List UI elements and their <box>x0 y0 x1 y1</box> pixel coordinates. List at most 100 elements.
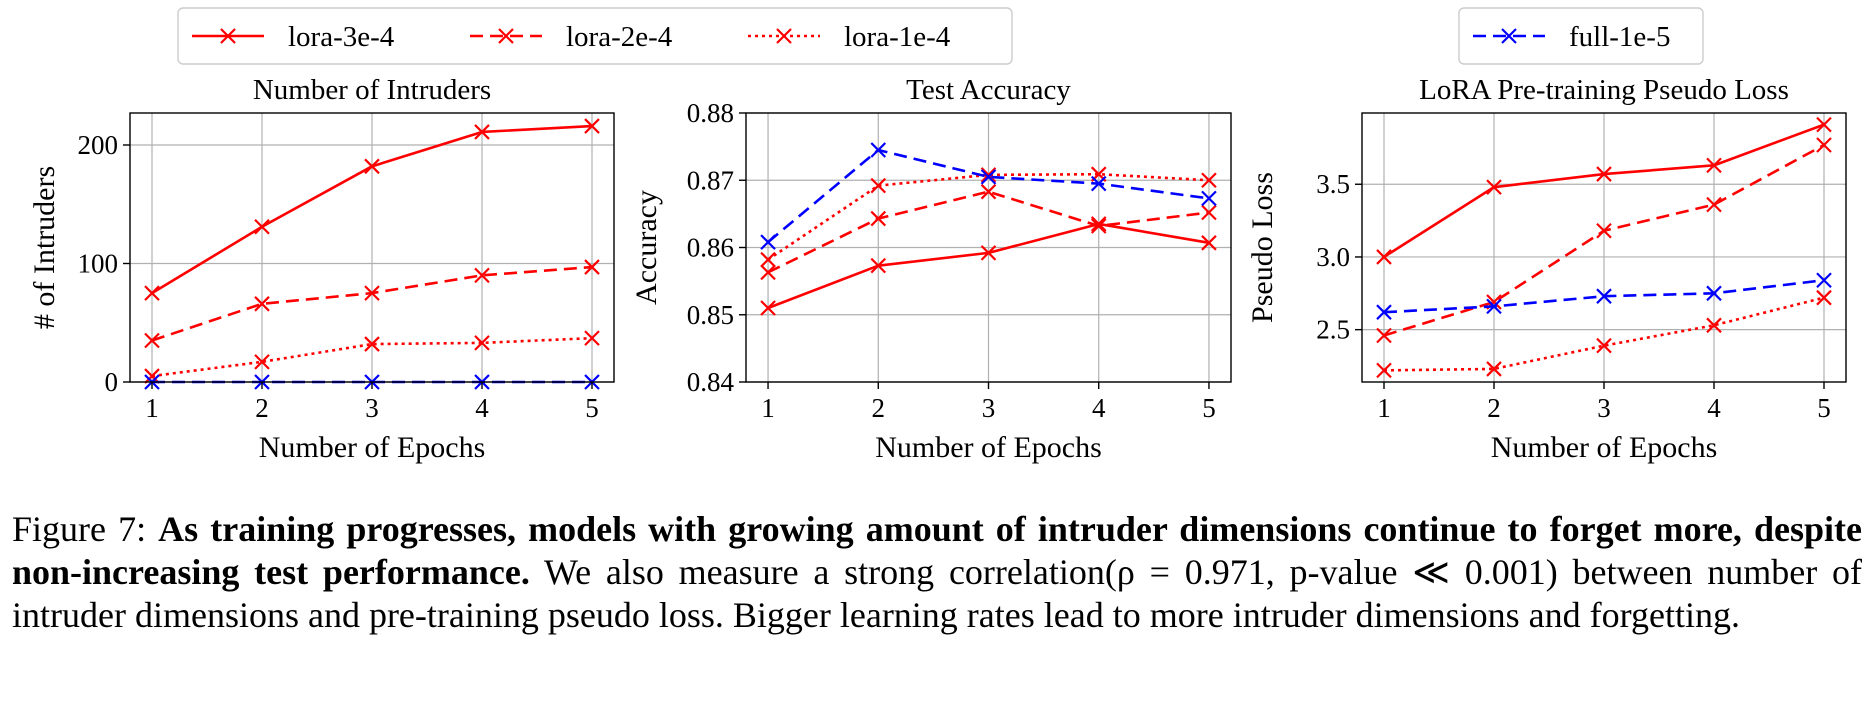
data-point-lora-3e-4 <box>1816 116 1832 133</box>
data-point-lora-2e-4 <box>144 332 160 349</box>
chart-title: Number of Intruders <box>253 74 491 106</box>
data-point-lora-2e-4 <box>1706 196 1722 213</box>
caption-bold-text: As training progresses, models with grow… <box>12 509 1862 592</box>
data-point-lora-1e-4 <box>364 336 380 352</box>
chart-panel-3: 1 2 3 4 5 2.5 3.0 3.5 LoRA Pre-training Pseudo L… <box>1246 74 1847 464</box>
series-full-1e-5 <box>760 142 1217 250</box>
data-point-lora-2e-4 <box>760 264 776 281</box>
x-tick-label: 4 <box>1092 393 1106 423</box>
data-point-lora-3e-4 <box>364 158 380 175</box>
y-tick-label: 0 <box>105 367 119 397</box>
series-line-lora-2e-4 <box>767 190 1210 274</box>
series-full-1e-5 <box>1376 272 1832 320</box>
chart-title: Test Accuracy <box>906 74 1071 106</box>
y-tick-label: 0.86 <box>687 233 734 263</box>
data-point-lora-3e-4 <box>980 245 997 261</box>
data-point-lora-2e-4 <box>254 296 270 312</box>
x-tick-label: 5 <box>1817 393 1831 423</box>
x-tick-label: 3 <box>365 393 379 423</box>
data-point-lora-1e-4 <box>1486 361 1502 377</box>
y-tick-label: 2.5 <box>1316 315 1350 345</box>
series-lora-2e-4 <box>144 259 600 349</box>
x-axis-label: Number of Epochs <box>1491 431 1718 464</box>
y-tick-label: 3.0 <box>1316 242 1350 272</box>
series-lora-3e-4 <box>1376 116 1832 265</box>
data-point-full-1e-5 <box>1486 298 1502 315</box>
data-point-lora-3e-4 <box>1376 249 1392 265</box>
data-point-lora-3e-4 <box>144 285 160 301</box>
chart-panel-2: 1 2 3 4 5 0.84 0.85 0.86 0.87 0.88 Test Accuracy Nu… <box>630 74 1232 464</box>
legend-item-lora-1e-4: lora-1e-4 <box>748 21 951 53</box>
legend-swatch-marker <box>220 28 236 44</box>
data-point-lora-3e-4 <box>1201 235 1217 251</box>
y-tick-label: 100 <box>78 248 119 278</box>
data-point-lora-2e-4 <box>870 210 887 227</box>
data-point-full-1e-5 <box>760 234 776 250</box>
data-point-lora-1e-4 <box>1201 172 1217 189</box>
data-point-lora-2e-4 <box>584 259 600 275</box>
data-point-lora-3e-4 <box>1486 179 1502 195</box>
data-point-lora-1e-4 <box>980 167 997 183</box>
series-line-full-1e-5 <box>767 148 1210 244</box>
y-tick-label: 0.88 <box>687 98 734 128</box>
chart-title: LoRA Pre-training Pseudo Loss <box>1419 74 1789 106</box>
data-point-full-1e-5 <box>980 169 997 185</box>
legend-swatch-marker <box>1501 28 1517 44</box>
legend-frame <box>1458 7 1704 65</box>
legend-swatch-marker <box>498 28 514 44</box>
data-point-lora-3e-4 <box>870 257 887 274</box>
legend-item-lora-3e-4: lora-3e-4 <box>192 21 395 53</box>
data-point-lora-1e-4 <box>1706 317 1722 334</box>
y-tick-label: 200 <box>78 130 119 160</box>
y-tick-label: 0.87 <box>687 165 734 195</box>
figure-caption: Figure 7: As training progresses, models… <box>12 508 1862 637</box>
legend-label: lora-2e-4 <box>566 21 673 53</box>
data-point-full-1e-5 <box>1816 272 1832 288</box>
x-tick-label: 2 <box>255 393 269 423</box>
data-point-lora-3e-4 <box>1706 157 1722 174</box>
legend-swatch-marker <box>776 28 792 44</box>
data-point-lora-3e-4 <box>1090 216 1107 232</box>
y-axis-label: Accuracy <box>630 190 663 305</box>
data-point-lora-2e-4 <box>1596 223 1612 239</box>
data-point-full-1e-5 <box>870 142 887 158</box>
x-tick-label: 2 <box>1487 393 1501 423</box>
y-axis-label: # of Intruders <box>28 166 61 329</box>
legend-frame <box>177 7 1013 65</box>
x-tick-label: 1 <box>145 393 159 423</box>
series-lora-1e-4 <box>1376 289 1832 379</box>
data-point-lora-3e-4 <box>254 218 270 235</box>
legend-label: lora-3e-4 <box>288 21 395 53</box>
data-point-lora-1e-4 <box>584 330 600 346</box>
legend-item-lora-2e-4: lora-2e-4 <box>470 21 673 53</box>
x-axis-label: Number of Epochs <box>259 431 486 464</box>
x-tick-label: 2 <box>872 393 886 423</box>
data-point-lora-2e-4 <box>980 183 997 200</box>
data-point-full-1e-5 <box>1090 175 1107 192</box>
x-tick-label: 5 <box>585 393 599 423</box>
data-point-lora-1e-4 <box>760 251 776 268</box>
data-point-lora-2e-4 <box>474 267 490 284</box>
y-tick-label: 0.84 <box>687 367 735 397</box>
series-lora-3e-4 <box>144 118 600 301</box>
data-point-lora-1e-4 <box>1376 362 1392 379</box>
x-tick-label: 4 <box>475 393 489 423</box>
x-tick-label: 1 <box>761 393 775 423</box>
chart-panel-1: 1 2 3 4 5 0 100 200 Number of Intruders Number of… <box>28 74 615 464</box>
data-point-lora-3e-4 <box>584 118 600 134</box>
data-point-lora-2e-4 <box>1376 327 1392 344</box>
x-tick-label: 3 <box>1597 393 1611 423</box>
data-point-lora-3e-4 <box>1596 166 1612 182</box>
x-tick-label: 3 <box>982 393 996 423</box>
legend-label: lora-1e-4 <box>844 21 951 53</box>
legend-label: full-1e-5 <box>1569 21 1670 53</box>
x-axis-label: Number of Epochs <box>875 431 1102 464</box>
data-point-lora-2e-4 <box>364 285 380 301</box>
data-point-lora-1e-4 <box>1596 337 1612 354</box>
data-point-full-1e-5 <box>1596 288 1612 304</box>
data-point-lora-2e-4 <box>1090 218 1107 234</box>
series-lora-2e-4 <box>1376 137 1832 344</box>
legend-2: full-1e-5 <box>1458 7 1704 65</box>
data-point-full-1e-5 <box>1201 190 1217 207</box>
x-tick-label: 5 <box>1202 393 1216 423</box>
